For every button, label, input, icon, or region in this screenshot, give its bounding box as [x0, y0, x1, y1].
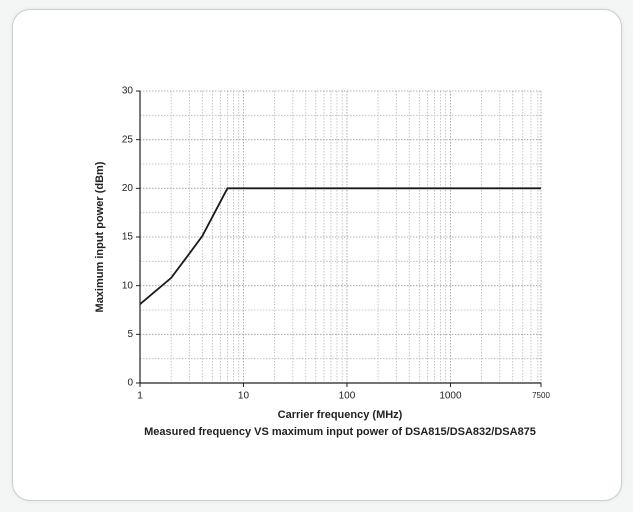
- y-tick-label: 30: [122, 86, 134, 97]
- x-tick-label: 1000: [439, 391, 462, 402]
- y-tick-label: 15: [122, 232, 134, 243]
- y-tick-label: 10: [122, 280, 134, 291]
- y-tick-label: 0: [127, 378, 133, 389]
- x-tick-label: 7500: [532, 391, 550, 400]
- caption: Measured frequency VS maximum input powe…: [144, 426, 536, 438]
- x-axis-label: Carrier frequency (MHz): [278, 409, 403, 421]
- x-tick-label: 100: [339, 391, 356, 402]
- y-axis-label: Maximum input power (dBm): [94, 161, 106, 312]
- y-tick-label: 25: [122, 134, 134, 145]
- x-tick-label: 10: [238, 391, 250, 402]
- data-line: [139, 187, 541, 305]
- y-tick-label: 20: [122, 183, 134, 194]
- y-tick-label: 5: [127, 329, 133, 340]
- x-tick-label: 1: [137, 391, 143, 402]
